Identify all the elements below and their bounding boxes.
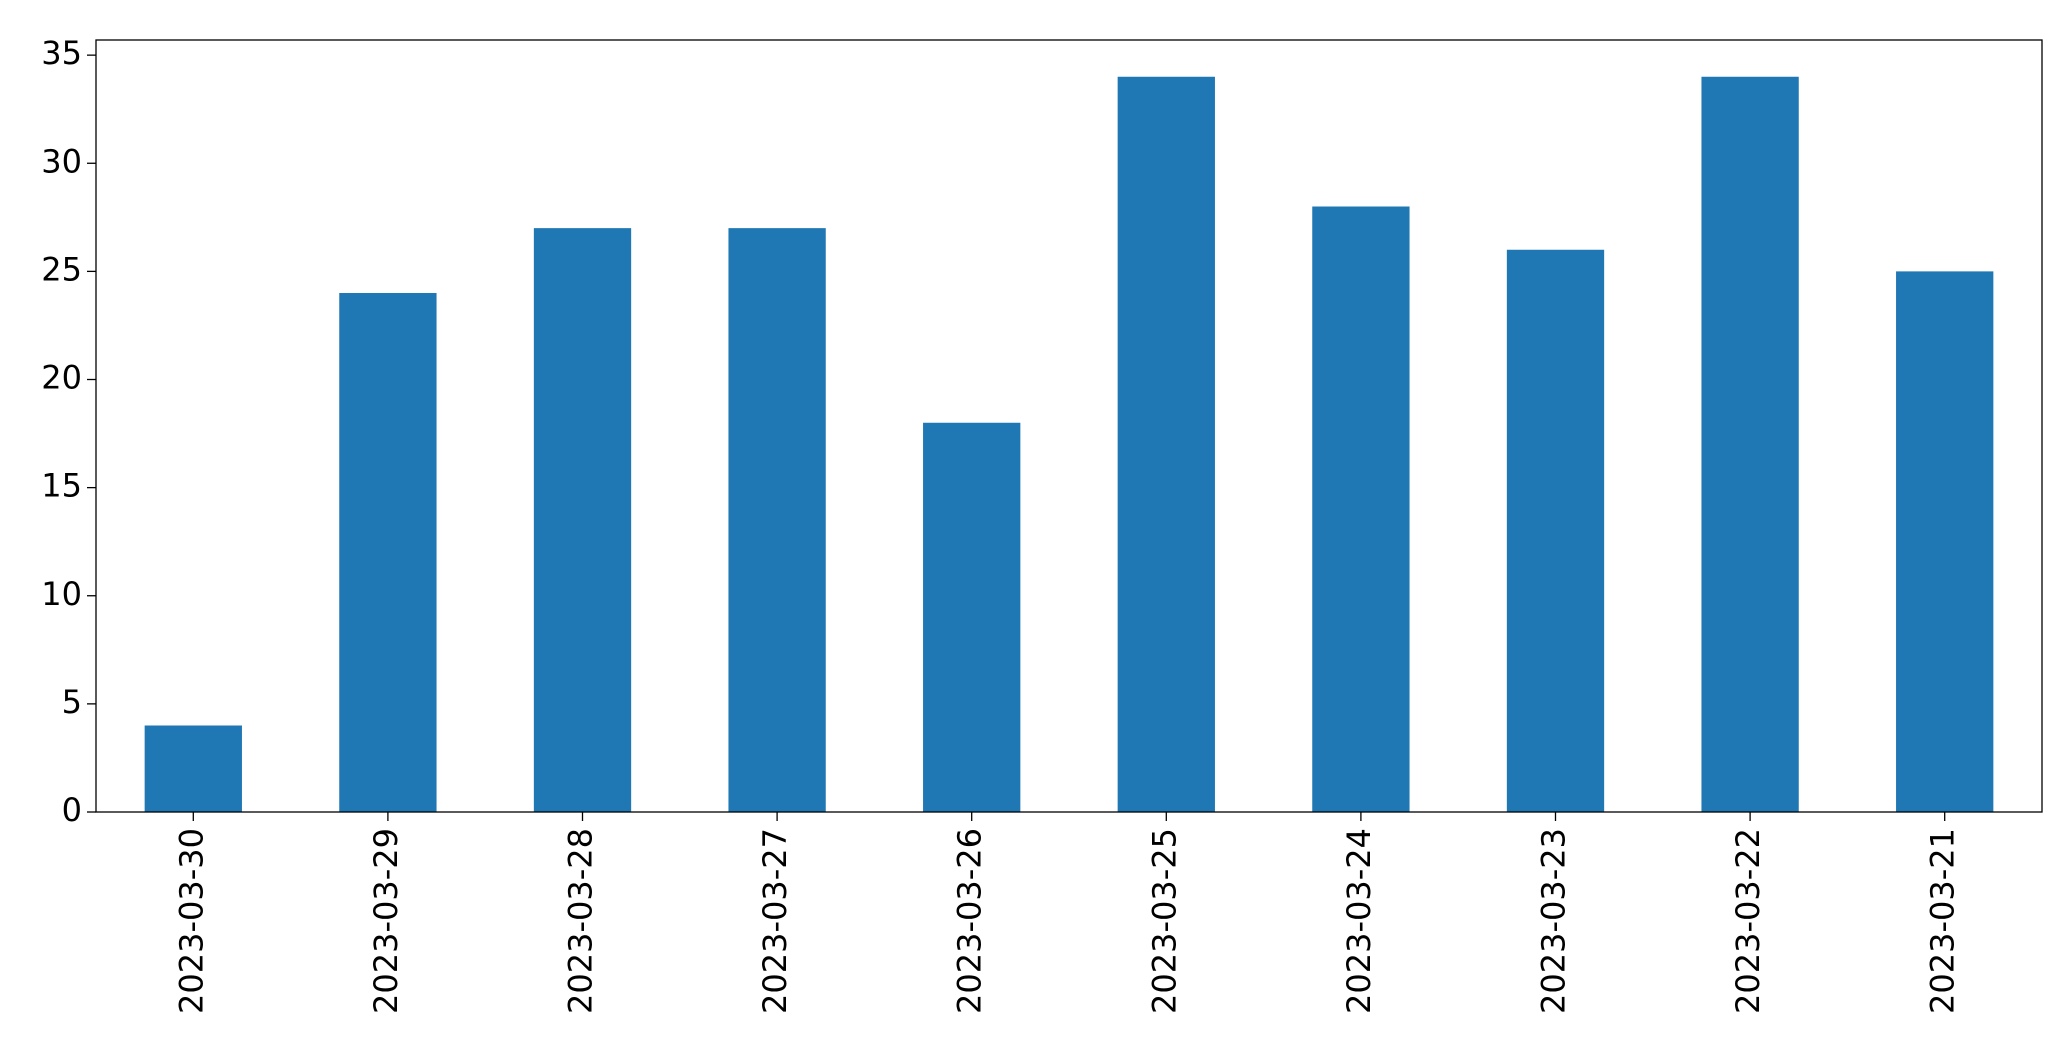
bar (1312, 206, 1410, 812)
x-tick-label: 2023-03-26 (951, 828, 989, 1014)
x-tick-label: 2023-03-24 (1340, 828, 1378, 1014)
x-tick-label: 2023-03-23 (1535, 828, 1573, 1014)
x-tick-label: 2023-03-28 (562, 828, 600, 1014)
bar (1506, 249, 1605, 813)
x-tick-label: 2023-03-29 (367, 828, 405, 1014)
x-tick-label: 2023-03-30 (172, 828, 210, 1014)
bar (533, 228, 632, 812)
y-tick-label: 10 (41, 575, 82, 613)
bar (1117, 76, 1215, 812)
y-tick-label: 30 (41, 142, 82, 180)
x-tick-label: 2023-03-25 (1145, 828, 1183, 1014)
x-tick-label: 2023-03-27 (756, 828, 794, 1014)
y-tick-label: 25 (41, 250, 82, 288)
bar (923, 422, 1021, 812)
x-tick-label: 2023-03-22 (1729, 828, 1767, 1014)
plot-frame (95, 39, 2043, 813)
bar (1701, 76, 1799, 812)
y-tick-label: 5 (62, 683, 82, 721)
bar (144, 725, 242, 812)
bar (339, 293, 437, 812)
y-tick-label: 0 (62, 791, 82, 829)
y-tick-label: 35 (41, 34, 82, 72)
bar (1896, 271, 1994, 812)
y-tick-label: 15 (41, 467, 82, 505)
x-tick-label: 2023-03-21 (1924, 828, 1962, 1014)
bar (728, 228, 826, 812)
y-tick-label: 20 (41, 359, 82, 397)
